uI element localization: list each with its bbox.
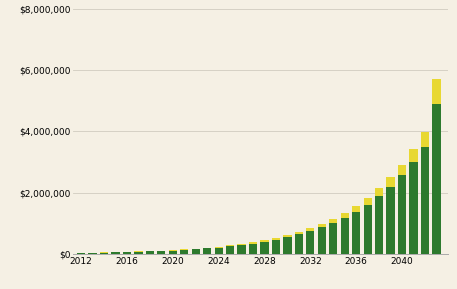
Bar <box>191 249 200 254</box>
Bar <box>306 231 314 254</box>
Bar <box>340 218 349 254</box>
Bar <box>409 162 418 254</box>
Bar <box>363 198 372 205</box>
Bar <box>375 196 383 254</box>
Bar <box>352 212 360 254</box>
Bar <box>272 240 280 254</box>
Bar <box>89 253 97 254</box>
Bar <box>112 252 120 254</box>
Bar <box>100 253 108 254</box>
Bar <box>249 244 257 254</box>
Bar <box>352 206 360 212</box>
Bar <box>134 252 143 254</box>
Bar <box>238 244 246 245</box>
Bar <box>421 147 429 254</box>
Bar <box>180 250 188 254</box>
Bar <box>432 104 441 254</box>
Bar <box>260 242 269 254</box>
Bar <box>157 251 165 254</box>
Bar <box>123 252 131 254</box>
Bar <box>260 240 269 242</box>
Bar <box>226 247 234 254</box>
Bar <box>295 231 303 234</box>
Bar <box>214 248 223 254</box>
Bar <box>340 213 349 218</box>
Bar <box>306 228 314 231</box>
Bar <box>146 251 154 254</box>
Bar <box>283 235 292 237</box>
Bar <box>134 251 143 252</box>
Bar <box>409 149 418 162</box>
Bar <box>283 237 292 254</box>
Bar <box>203 249 211 254</box>
Bar <box>272 238 280 240</box>
Bar <box>295 234 303 254</box>
Bar <box>398 164 406 175</box>
Bar <box>329 219 337 223</box>
Bar <box>318 227 326 254</box>
Bar <box>203 248 211 249</box>
Bar <box>329 223 337 254</box>
Bar <box>387 177 395 187</box>
Bar <box>375 188 383 196</box>
Bar <box>226 245 234 247</box>
Bar <box>363 205 372 254</box>
Bar <box>249 242 257 244</box>
Bar <box>169 251 177 254</box>
Bar <box>432 79 441 104</box>
Bar <box>421 132 429 147</box>
Bar <box>387 187 395 254</box>
Bar <box>169 250 177 251</box>
Bar <box>318 224 326 227</box>
Bar <box>214 247 223 248</box>
Bar <box>180 249 188 250</box>
Bar <box>238 245 246 254</box>
Bar <box>77 253 85 254</box>
Bar <box>398 175 406 254</box>
